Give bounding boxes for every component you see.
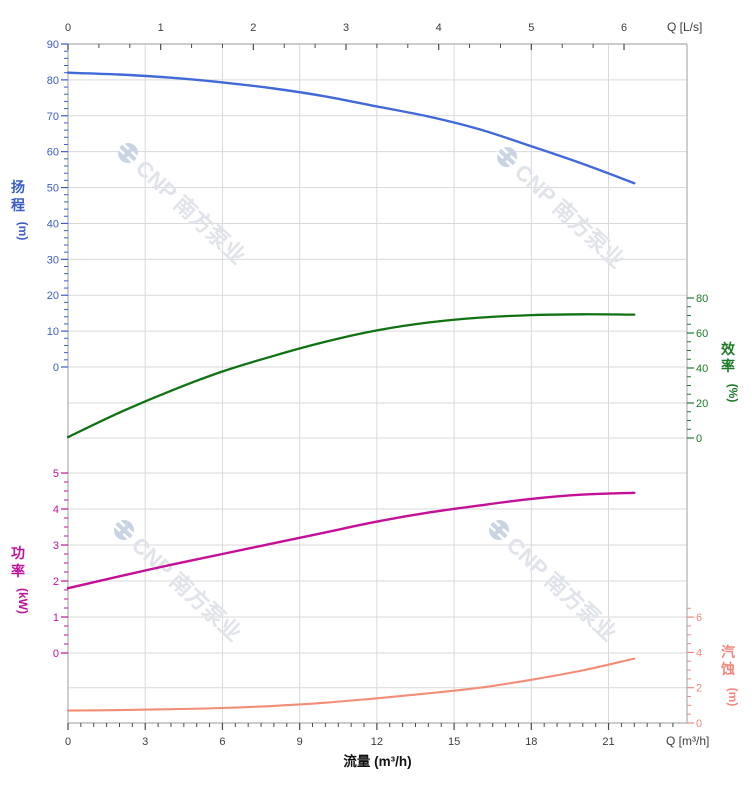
watermark-text: CNP 南方泵业: [502, 532, 622, 646]
logo-core: [119, 525, 129, 535]
npsh-title-char: 蚀: [720, 661, 735, 677]
power-title-unit: (kW): [16, 588, 30, 614]
watermarks: CNP 南方泵业 CNP 南方泵业 CNP 南方泵业 CNP 南方泵业: [112, 142, 630, 646]
efficiency-title-char: 率: [721, 358, 735, 374]
npsh-curve: [66, 657, 636, 712]
head-axis: 90 80 70 60 50 40 30 20 10 0: [47, 39, 68, 374]
top-tick-label: 3: [343, 22, 349, 34]
top-axis: 0 1 2 3 4 5 6 Q [L/s]: [65, 20, 702, 50]
power-axis-title: 功率 (kW): [11, 545, 30, 614]
bottom-tick-label: 0: [65, 736, 71, 748]
bottom-tick-label: 12: [371, 736, 383, 748]
head-title-unit: (m): [16, 222, 30, 241]
head-tick-label: 90: [47, 39, 59, 51]
efficiency-tick-label: 60: [696, 328, 708, 340]
logo-core: [494, 525, 504, 535]
npsh-axis: 6 4 2 0: [687, 607, 702, 730]
efficiency-tick-label: 0: [696, 433, 702, 445]
gridlines: [68, 44, 687, 723]
top-tick-label: 5: [528, 22, 534, 34]
npsh-title-char: 汽: [721, 644, 735, 660]
top-tick-label: 2: [250, 22, 256, 34]
power-tick-label: 4: [53, 504, 59, 516]
head-curve: [66, 71, 636, 185]
bottom-tick-label: 3: [142, 736, 148, 748]
head-title-char: 扬: [11, 179, 25, 195]
bottom-tick-label: 9: [297, 736, 303, 748]
npsh-tick-label: 0: [696, 718, 702, 730]
power-curve: [66, 491, 636, 590]
head-tick-label: 10: [47, 326, 59, 338]
bottom-tick-label: 15: [448, 736, 460, 748]
power-tick-label: 0: [53, 648, 59, 660]
efficiency-tick-label: 80: [696, 293, 708, 305]
head-tick-label: 80: [47, 75, 59, 87]
top-tick-label: 4: [436, 22, 442, 34]
power-tick-label: 5: [53, 468, 59, 480]
top-axis-unit: Q [L/s]: [667, 20, 702, 34]
watermark-text: CNP 南方泵业: [131, 155, 251, 269]
watermark: CNP 南方泵业: [112, 519, 246, 646]
head-tick-label: 30: [47, 254, 59, 266]
logo-core: [123, 148, 133, 158]
watermark: CNP 南方泵业: [116, 142, 251, 269]
power-axis: 5 4 3 2 1 0: [53, 468, 68, 660]
top-tick-label: 1: [158, 22, 164, 34]
bottom-tick-label: 18: [525, 736, 537, 748]
head-axis-title: 扬程 (m): [11, 179, 30, 240]
bottom-axis-unit: Q [m³/h]: [666, 734, 709, 748]
head-tick-label: 70: [47, 111, 59, 123]
efficiency-axis: 80 60 40 20 0: [687, 293, 708, 445]
top-tick-label: 0: [65, 22, 71, 34]
npsh-tick-label: 6: [696, 612, 702, 624]
logo-core: [502, 152, 512, 162]
power-tick-label: 1: [53, 612, 59, 624]
curves: [66, 71, 636, 712]
npsh-tick-label: 4: [696, 647, 702, 659]
efficiency-axis-title: 效率 (%): [721, 341, 740, 402]
head-tick-label: 20: [47, 290, 59, 302]
npsh-axis-title: 汽蚀 (m): [720, 644, 740, 706]
npsh-tick-label: 2: [696, 683, 702, 695]
head-title-char: 程: [11, 197, 25, 213]
efficiency-title-char: 效: [721, 341, 736, 357]
efficiency-tick-label: 40: [696, 363, 708, 375]
power-tick-label: 3: [53, 540, 59, 552]
bottom-tick-label: 6: [219, 736, 225, 748]
power-tick-label: 2: [53, 576, 59, 588]
head-tick-label: 60: [47, 147, 59, 159]
efficiency-tick-label: 20: [696, 398, 708, 410]
watermark-text: CNP 南方泵业: [510, 159, 630, 273]
power-title-char: 功: [11, 545, 25, 561]
npsh-title-unit: (m): [726, 688, 740, 707]
head-tick-label: 50: [47, 183, 59, 195]
power-title-char: 率: [11, 563, 25, 579]
efficiency-title-unit: (%): [726, 384, 740, 403]
head-tick-label: 40: [47, 218, 59, 230]
head-tick-label: 0: [53, 362, 59, 374]
bottom-tick-label: 21: [602, 736, 614, 748]
efficiency-curve: [66, 313, 636, 439]
top-tick-label: 6: [621, 22, 627, 34]
bottom-axis: 0 3 6 9 12 15 18 21 Q [m³/h] 流量 (m³/h): [65, 723, 709, 769]
bottom-axis-title: 流量 (m³/h): [343, 753, 411, 769]
watermark: CNP 南方泵业: [487, 519, 622, 646]
